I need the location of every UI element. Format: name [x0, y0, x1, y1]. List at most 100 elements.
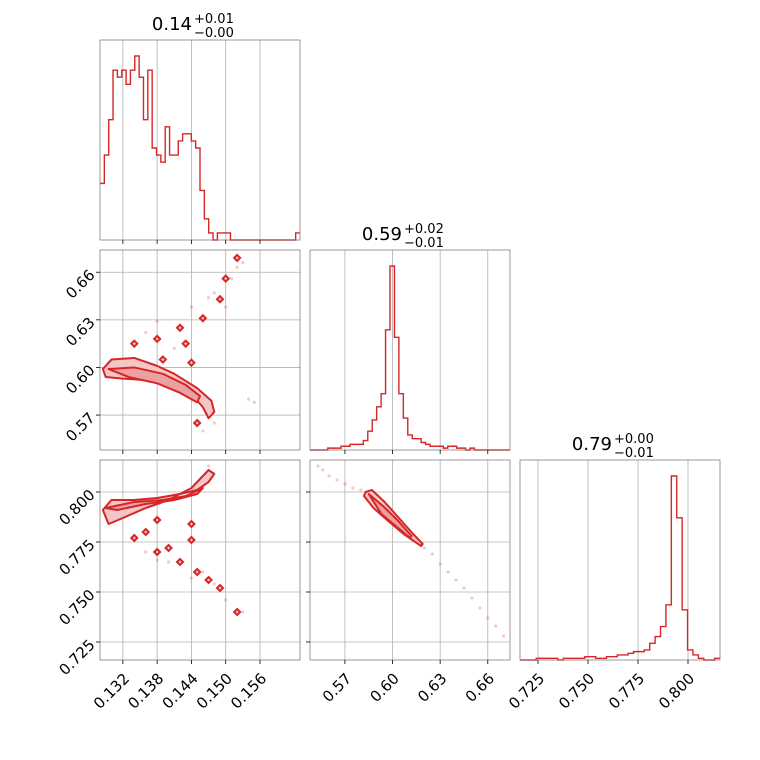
- x-tick-label: 0.150: [193, 670, 236, 713]
- scatter-point: [327, 474, 331, 478]
- panel-title-value: 0.79: [572, 434, 612, 455]
- x-tick-label: 0.750: [555, 670, 598, 713]
- x-gridlines: [344, 250, 489, 450]
- contour-island: [152, 547, 162, 557]
- histogram-0: [100, 55, 300, 241]
- x-tick-label: 0.156: [227, 670, 270, 713]
- scatter-panel-frame: [309, 459, 511, 661]
- scatter-point: [224, 305, 228, 309]
- scatter-point: [502, 634, 506, 638]
- contour-outer: [101, 469, 216, 525]
- x-tick-label: 0.66: [462, 670, 498, 706]
- scatter-point: [144, 330, 148, 335]
- histogram-2: [520, 475, 720, 661]
- x-tick-label: 0.57: [319, 670, 355, 706]
- contour-island: [215, 294, 225, 304]
- scatter-panel-frame: [99, 459, 301, 661]
- scatter-point: [321, 468, 325, 472]
- histogram-panel-frame: [99, 39, 301, 241]
- contour-island: [141, 527, 151, 537]
- scatter-point: [201, 570, 205, 574]
- scatter-point: [246, 397, 251, 401]
- x-tick-label: 0.138: [124, 670, 167, 713]
- x-tick-label: 0.800: [655, 670, 698, 713]
- y-tick-label: 0.725: [55, 636, 98, 679]
- contour-island: [187, 358, 196, 368]
- scatter-point: [316, 464, 320, 468]
- scatter-point: [189, 576, 194, 580]
- scatter-point: [343, 482, 347, 486]
- panel-title-value: 0.59: [362, 224, 402, 245]
- contour-island: [232, 607, 242, 617]
- scatter-point: [241, 610, 245, 614]
- contour-island: [129, 533, 139, 543]
- panel-title-minus: −0.01: [404, 236, 444, 251]
- panel-title-plus: +0.01: [194, 12, 234, 27]
- scatter-point: [206, 296, 211, 300]
- x-gridlines: [344, 460, 489, 660]
- scatter-point: [462, 586, 466, 590]
- contour-island: [204, 575, 213, 585]
- scatter-point: [252, 400, 256, 404]
- contour-island: [221, 274, 231, 283]
- scatter-point: [454, 578, 458, 582]
- scatter-point: [144, 550, 148, 554]
- contour-island: [175, 323, 185, 333]
- contour-island: [198, 313, 208, 323]
- x-tick-label: 0.63: [414, 670, 450, 706]
- scatter-point: [206, 464, 211, 468]
- y-tick-label: 0.66: [62, 266, 98, 302]
- scatter-point: [494, 624, 498, 628]
- histogram-panel-frame: [519, 459, 721, 661]
- contour-island: [152, 334, 162, 344]
- scatter-point: [166, 560, 171, 564]
- contour-island: [152, 515, 162, 525]
- scatter-point: [486, 616, 490, 620]
- contour-island: [158, 355, 168, 364]
- y-tick-label: 0.60: [62, 361, 98, 397]
- panel-title-plus: +0.00: [614, 432, 654, 447]
- panel-title-minus: −0.01: [614, 446, 654, 461]
- contour-inner: [367, 493, 413, 539]
- contour-island: [187, 519, 196, 529]
- y-tick-label: 0.750: [55, 586, 98, 629]
- scatter-point: [229, 276, 234, 281]
- contour-island: [164, 543, 173, 553]
- contour-island: [175, 557, 185, 567]
- x-gridlines: [122, 250, 261, 450]
- scatter-point: [430, 552, 434, 556]
- scatter-point: [224, 598, 228, 602]
- contour-island: [215, 583, 225, 593]
- contour-inner: [107, 366, 201, 404]
- x-tick-label: 0.60: [366, 670, 402, 706]
- contour-island: [187, 535, 196, 545]
- x-tick-label: 0.775: [605, 670, 648, 713]
- scatter-point: [201, 429, 205, 433]
- contour-island: [192, 418, 202, 428]
- scatter-point: [359, 488, 363, 492]
- scatter-point: [155, 319, 159, 324]
- scatter-point: [212, 421, 216, 425]
- x-gridlines: [537, 460, 689, 660]
- y-gridlines: [310, 491, 510, 643]
- scatter-point: [241, 261, 245, 265]
- scatter-point: [172, 346, 176, 351]
- histogram-panel-frame: [309, 249, 511, 451]
- scatter-point: [446, 570, 450, 574]
- panel-title-minus: −0.00: [194, 26, 234, 41]
- y-tick-label: 0.775: [55, 536, 98, 579]
- scatter-point: [335, 478, 339, 482]
- contour-island: [181, 339, 191, 349]
- x-tick-label: 0.725: [505, 670, 548, 713]
- scatter-point: [470, 596, 474, 600]
- x-tick-label: 0.144: [159, 670, 202, 713]
- contour-inner: [104, 487, 204, 511]
- scatter-point: [235, 265, 239, 270]
- contour-island: [192, 567, 202, 577]
- histogram-1: [310, 265, 510, 451]
- scatter-point: [422, 546, 426, 550]
- scatter-point: [438, 562, 442, 566]
- contour-outer: [101, 356, 216, 420]
- contour-island: [129, 339, 139, 349]
- y-tick-label: 0.63: [62, 314, 98, 350]
